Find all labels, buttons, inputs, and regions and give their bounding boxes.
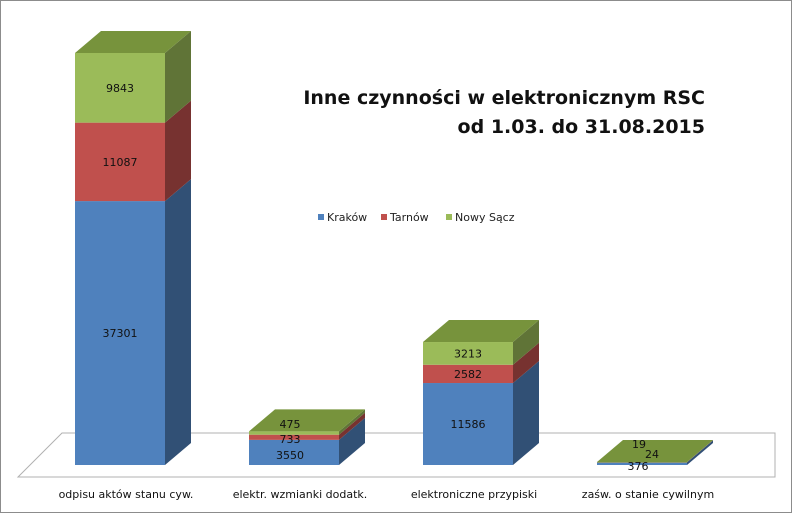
value-label-tarnow: 733 (280, 433, 301, 446)
value-label-nowy-sacz: 19 (632, 438, 646, 451)
bar-top-zasw-o-stanie-cywilnym (597, 440, 713, 463)
bar-side-zasw-o-stanie-cywilnym-tarnow (687, 440, 713, 463)
bar-side-elektroniczne-przypiski-tarnow (513, 342, 539, 384)
bar-elektr-wzmianki-dodatk-tarnow (249, 434, 339, 440)
bar-side-zasw-o-stanie-cywilnym-krakow (687, 440, 713, 465)
category-label: zaśw. o stanie cywilnym (582, 488, 714, 501)
value-label-krakow: 37301 (103, 327, 138, 340)
bar-top-elektr-wzmianki-dodatk (249, 409, 365, 432)
value-label-krakow: 376 (628, 460, 649, 473)
bar-side-elektr-wzmianki-dodatk-krakow (339, 417, 365, 465)
value-label-tarnow: 2582 (454, 368, 482, 381)
category-label: elektroniczne przypiski (411, 488, 537, 501)
bar-side-odpisu-aktow-stanu-cyw-tarnow (165, 100, 191, 202)
value-label-tarnow: 24 (645, 448, 659, 461)
bar-side-elektroniczne-przypiski-krakow (513, 361, 539, 465)
legend-swatch-nowy-sacz (446, 214, 452, 220)
value-label-nowy-sacz: 3213 (454, 347, 482, 360)
bar-elektroniczne-przypiski-nowy-sacz (423, 342, 513, 365)
bar-side-elektr-wzmianki-dodatk-nowy-sacz (339, 409, 365, 435)
category-label: odpisu aktów stanu cyw. (59, 488, 194, 501)
bar-top-odpisu-aktow-stanu-cyw (75, 31, 191, 53)
chart-title-line-2: od 1.03. do 31.08.2015 (458, 116, 705, 138)
bar-side-elektroniczne-przypiski-nowy-sacz (513, 320, 539, 365)
bar-side-zasw-o-stanie-cywilnym-nowy-sacz (687, 440, 713, 463)
value-label-nowy-sacz: 9843 (106, 82, 134, 95)
bar-side-odpisu-aktow-stanu-cyw-nowy-sacz (165, 31, 191, 123)
legend-swatch-tarnow (381, 214, 387, 220)
legend-label-nowy-sacz: Nowy Sącz (455, 211, 515, 224)
value-label-tarnow: 11087 (103, 156, 138, 169)
bar-elektroniczne-przypiski-tarnow (423, 364, 513, 384)
legend-label-krakow: Kraków (327, 211, 367, 224)
bar-odpisu-aktow-stanu-cyw-nowy-sacz (75, 53, 165, 123)
bar-top-elektroniczne-przypiski (423, 320, 539, 343)
category-label: elektr. wzmianki dodatk. (233, 488, 368, 501)
legend-swatch-krakow (318, 214, 324, 220)
chart-floor (16, 432, 776, 478)
bar-side-odpisu-aktow-stanu-cyw-krakow (165, 179, 191, 465)
value-label-krakow: 11586 (451, 418, 486, 431)
bar-elektr-wzmianki-dodatk-krakow (249, 439, 339, 465)
bar-odpisu-aktow-stanu-cyw-tarnow (75, 122, 165, 202)
legend-label-tarnow: Tarnów (389, 211, 429, 224)
value-label-krakow: 3550 (276, 449, 304, 462)
bar-side-elektr-wzmianki-dodatk-tarnow (339, 412, 365, 440)
bar-elektr-wzmianki-dodatk-nowy-sacz (249, 431, 339, 435)
bar-zasw-o-stanie-cywilnym-nowy-sacz (597, 462, 687, 463)
chart-title-line-1: Inne czynności w elektronicznym RSC (303, 87, 705, 109)
legend: Kraków Tarnów Nowy Sącz (318, 211, 515, 224)
bar-odpisu-aktow-stanu-cyw-krakow (75, 201, 165, 465)
bar-elektroniczne-przypiski-krakow (423, 383, 513, 465)
bar-zasw-o-stanie-cywilnym-krakow (597, 462, 687, 465)
value-label-nowy-sacz: 475 (280, 418, 301, 431)
